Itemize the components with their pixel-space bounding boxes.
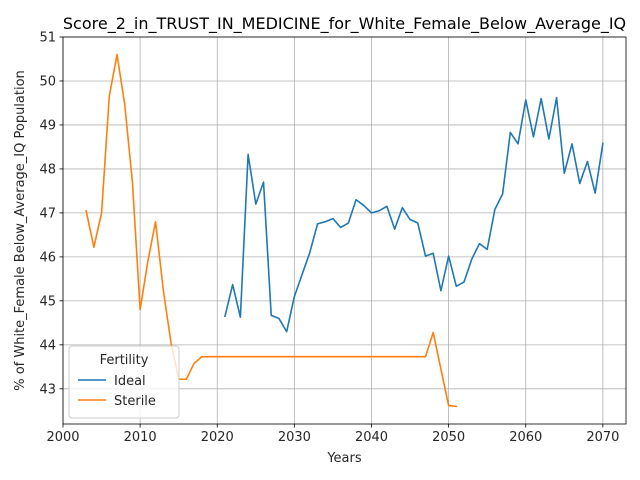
y-tick-label: 44 [39,338,56,353]
chart-title: Score_2_in_TRUST_IN_MEDICINE_for_White_F… [63,14,626,34]
ticks: 2000 2010 2020 2030 2040 2050 2060 2070 43 44 45 46… [39,31,619,446]
x-axis-label: Years [326,451,362,466]
series-line-sterile [85,53,458,408]
y-tick-label: 48 [39,162,56,177]
x-tick-label: 2030 [278,430,311,445]
x-tick-label: 2000 [46,430,79,445]
x-tick-label: 2010 [124,430,157,445]
series-line-ideal [223,96,604,333]
legend-label: Ideal [114,374,146,389]
series-layer [85,53,604,408]
legend-label: Sterile [114,394,156,409]
y-tick-label: 51 [39,31,56,46]
y-tick-label: 43 [39,382,56,397]
y-tick-label: 47 [39,206,56,221]
y-tick-label: 50 [39,74,56,89]
plot-frame [62,36,627,425]
y-tick-label: 45 [39,294,56,309]
x-tick-label: 2050 [432,430,465,445]
legend-title: Fertility [100,353,149,368]
y-tick-label: 46 [39,250,56,265]
y-axis-label: % of White_Female Below_Average_IQ Popul… [13,70,28,391]
legend-items: Ideal Sterile [78,374,156,409]
legend: Fertility Ideal Sterile [68,345,180,419]
x-tick-label: 2020 [201,430,234,445]
x-tick-label: 2040 [355,430,388,445]
x-tick-label: 2070 [586,430,619,445]
x-tick-label: 2060 [509,430,542,445]
y-tick-label: 49 [39,118,56,133]
